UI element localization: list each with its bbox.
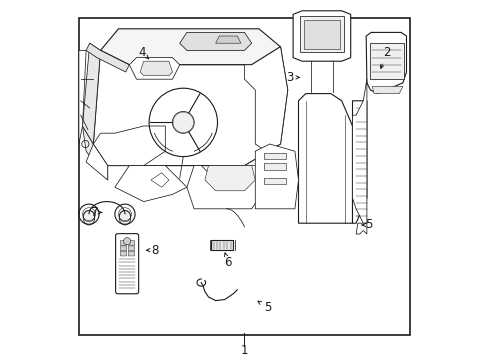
Polygon shape [79, 50, 86, 144]
Text: 1: 1 [240, 345, 248, 357]
Polygon shape [204, 166, 255, 191]
Polygon shape [82, 126, 107, 180]
Polygon shape [352, 79, 366, 223]
Polygon shape [298, 94, 352, 223]
FancyBboxPatch shape [128, 246, 134, 251]
Polygon shape [140, 61, 172, 76]
Circle shape [173, 112, 193, 132]
Polygon shape [151, 173, 168, 187]
Bar [211, 240, 232, 250]
Polygon shape [86, 43, 129, 72]
Text: 4: 4 [138, 46, 148, 59]
Polygon shape [215, 36, 241, 43]
Polygon shape [300, 16, 343, 52]
Polygon shape [255, 144, 298, 209]
Polygon shape [115, 166, 186, 202]
Polygon shape [101, 29, 280, 65]
Bar [264, 178, 285, 184]
Polygon shape [129, 58, 179, 79]
Text: 2: 2 [380, 46, 389, 68]
FancyBboxPatch shape [120, 251, 126, 256]
Polygon shape [369, 43, 403, 79]
Polygon shape [82, 43, 101, 144]
FancyBboxPatch shape [128, 240, 134, 245]
Polygon shape [186, 166, 265, 209]
Text: 6: 6 [224, 253, 232, 269]
Text: 8: 8 [146, 244, 158, 257]
Ellipse shape [83, 211, 95, 225]
Polygon shape [366, 32, 406, 94]
Text: 3: 3 [285, 71, 299, 84]
Text: 7: 7 [91, 206, 102, 219]
Text: 5: 5 [258, 301, 271, 314]
Bar [79, 18, 409, 335]
Ellipse shape [119, 211, 130, 225]
FancyBboxPatch shape [120, 240, 126, 245]
Polygon shape [355, 223, 366, 234]
Bar [264, 163, 285, 170]
Polygon shape [292, 11, 350, 61]
FancyBboxPatch shape [128, 251, 134, 256]
Polygon shape [352, 101, 366, 223]
Circle shape [123, 238, 130, 245]
Polygon shape [244, 47, 287, 151]
FancyBboxPatch shape [120, 246, 126, 251]
Polygon shape [86, 144, 107, 180]
Polygon shape [303, 20, 339, 49]
Bar [264, 153, 285, 159]
Text: 5: 5 [362, 219, 372, 231]
Polygon shape [371, 86, 402, 94]
Polygon shape [93, 126, 165, 166]
FancyBboxPatch shape [115, 234, 139, 294]
Polygon shape [179, 32, 251, 50]
Polygon shape [93, 47, 287, 166]
